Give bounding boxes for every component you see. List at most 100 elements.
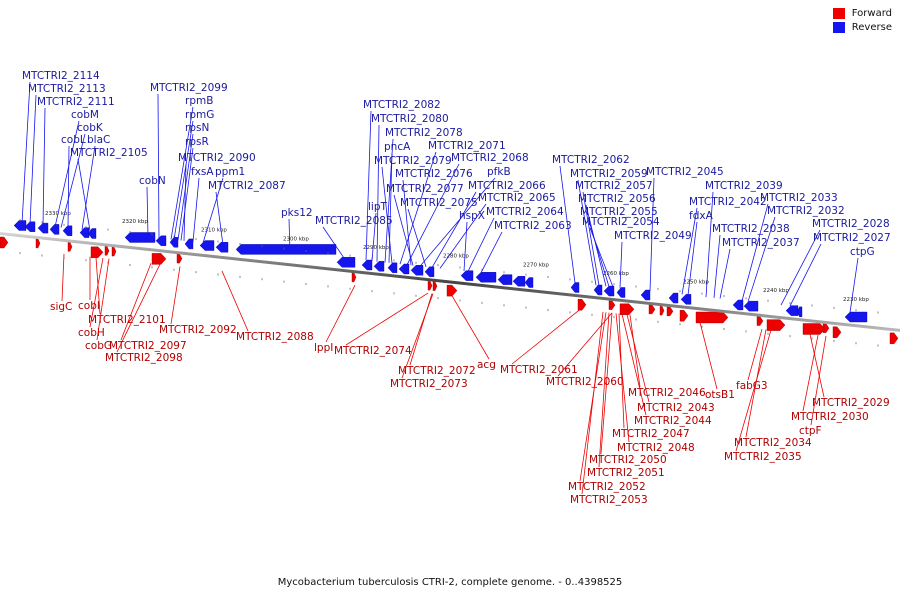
legend-forward: Forward bbox=[832, 8, 892, 19]
forward-gene-label: ctpF bbox=[799, 425, 822, 437]
forward-gene-arrow bbox=[666, 306, 674, 317]
reverse-gene-arrow bbox=[512, 276, 526, 287]
reverse-gene-leader bbox=[146, 186, 149, 237]
reverse-gene-arrow bbox=[796, 306, 803, 318]
reverse-gene-arrow bbox=[124, 232, 156, 243]
forward-gene-arrow bbox=[695, 311, 729, 324]
forward-gene-leader bbox=[96, 258, 110, 341]
reverse-gene-label: lipT bbox=[368, 201, 387, 213]
forward-gene-label: MTCTRI2_2043 bbox=[637, 402, 715, 414]
reverse-gene-label: MTCTRI2_2062 bbox=[552, 154, 630, 166]
reverse-gene-leader bbox=[741, 203, 769, 302]
forward-gene-leader bbox=[401, 293, 434, 379]
reverse-gene-arrow bbox=[680, 294, 692, 305]
reverse-gene-label: MTCTRI2_2082 bbox=[363, 99, 441, 111]
reverse-gene-leader bbox=[381, 166, 393, 264]
reverse-gene-arrow bbox=[24, 221, 36, 232]
reverse-gene-leader bbox=[192, 177, 200, 242]
reverse-gene-label: MTCTRI2_2087 bbox=[208, 180, 286, 192]
forward-gene-label: cobG bbox=[85, 340, 112, 352]
reverse-swatch bbox=[832, 22, 845, 33]
reverse-gene-leader bbox=[402, 179, 412, 266]
reverse-gene-label: MTCTRI2_2075 bbox=[400, 197, 478, 209]
forward-gene-label: MTCTRI2_2097 bbox=[109, 340, 187, 352]
reverse-gene-label: MTCTRI2_2064 bbox=[486, 206, 564, 218]
scale-tick-label: 2230 kbp bbox=[843, 297, 869, 303]
reverse-gene-leader bbox=[589, 227, 614, 288]
reverse-gene-label: cobK bbox=[77, 122, 104, 134]
reverse-gene-leader bbox=[681, 207, 698, 295]
forward-gene-label: MTCTRI2_2048 bbox=[617, 442, 695, 454]
forward-gene-leader bbox=[600, 312, 613, 455]
reverse-gene-label: MTCTRI2_2057 bbox=[575, 180, 653, 192]
reverse-gene-arrow bbox=[62, 225, 73, 236]
reverse-gene-arrow bbox=[668, 292, 679, 304]
forward-gene-leader bbox=[615, 313, 630, 443]
forward-gene-arrow bbox=[111, 246, 117, 257]
reverse-gene-label: MTCTRI2_2055 bbox=[580, 206, 658, 218]
reverse-gene-label: MTCTRI2_2049 bbox=[614, 230, 692, 242]
forward-gene-label: lppI bbox=[314, 342, 333, 354]
forward-gene-leader bbox=[809, 334, 825, 398]
forward-gene-leader bbox=[747, 328, 763, 381]
forward-gene-label: MTCTRI2_2053 bbox=[570, 494, 648, 506]
reverse-gene-leader bbox=[388, 152, 393, 263]
reverse-gene-label: MTCTRI2_2066 bbox=[468, 180, 546, 192]
forward-gene-leader bbox=[120, 263, 152, 341]
reverse-gene-label: MTCTRI2_2063 bbox=[494, 220, 572, 232]
forward-gene-leader bbox=[116, 264, 161, 353]
reverse-gene-label: MTCTRI2_2105 bbox=[70, 147, 148, 159]
reverse-gene-leader bbox=[463, 221, 468, 271]
legend-reverse-label: Reverse bbox=[851, 22, 892, 33]
forward-gene-arrow bbox=[35, 238, 41, 249]
reverse-gene-leader bbox=[559, 165, 576, 283]
reverse-gene-label: MTCTRI2_2033 bbox=[760, 192, 838, 204]
legend-reverse: Reverse bbox=[832, 22, 892, 33]
scale-tick-label: 2260 kbp bbox=[603, 271, 629, 277]
reverse-gene-label: MTCTRI2_2071 bbox=[428, 140, 506, 152]
reverse-gene-arrow bbox=[593, 284, 603, 296]
forward-gene-label: MTCTRI2_2088 bbox=[236, 331, 314, 343]
reverse-gene-label: MTCTRI2_2113 bbox=[28, 83, 106, 95]
reverse-gene-label: MTCTRI2_2085 bbox=[315, 215, 393, 227]
reverse-gene-leader bbox=[619, 241, 623, 288]
forward-gene-label: MTCTRI2_2029 bbox=[812, 397, 890, 409]
forward-gene-leader bbox=[581, 311, 604, 495]
forward-gene-label: acg bbox=[477, 359, 496, 371]
reverse-gene-arrow bbox=[235, 244, 337, 255]
reverse-gene-label: MTCTRI2_2056 bbox=[578, 193, 656, 205]
forward-gene-leader bbox=[810, 335, 827, 426]
forward-gene-label: MTCTRI2_2034 bbox=[734, 437, 812, 449]
forward-gene-leader bbox=[735, 329, 772, 452]
reverse-gene-leader bbox=[376, 124, 380, 262]
reverse-gene-arrow bbox=[361, 259, 373, 271]
reverse-gene-arrow bbox=[336, 257, 356, 268]
reverse-gene-arrow bbox=[79, 227, 90, 238]
forward-gene-arrow bbox=[832, 326, 842, 338]
reverse-gene-leader bbox=[789, 243, 822, 307]
reverse-gene-label: MTCTRI2_2080 bbox=[371, 113, 449, 125]
forward-gene-arrow bbox=[151, 253, 167, 265]
forward-gene-leader bbox=[511, 309, 581, 365]
reverse-gene-label: MTCTRI2_2077 bbox=[386, 183, 464, 195]
reverse-gene-label: MTCTRI2_2027 bbox=[813, 232, 891, 244]
reverse-gene-arrow bbox=[199, 240, 215, 251]
forward-gene-leader bbox=[325, 285, 356, 343]
reverse-gene-arrow bbox=[475, 272, 497, 283]
reverse-gene-leader bbox=[54, 120, 80, 228]
map-caption: Mycobacterium tuberculosis CTRI-2, compl… bbox=[277, 577, 623, 588]
reverse-gene-label: cobM bbox=[71, 109, 99, 121]
forward-gene-arrow bbox=[679, 310, 689, 322]
scale-tick-label: 2300 kbp bbox=[283, 236, 309, 242]
forward-swatch bbox=[832, 8, 845, 19]
reverse-gene-arrow bbox=[13, 220, 27, 231]
reverse-gene-leader bbox=[705, 191, 714, 298]
reverse-gene-leader bbox=[431, 191, 477, 268]
reverse-gene-arrow bbox=[215, 242, 229, 253]
reverse-gene-leader bbox=[585, 204, 607, 287]
reverse-gene-leader bbox=[183, 163, 187, 241]
reverse-gene-label: ppm1 bbox=[215, 166, 245, 178]
reverse-gene-label: MTCTRI2_2076 bbox=[395, 168, 473, 180]
forward-gene-label: MTCTRI2_2073 bbox=[390, 378, 468, 390]
reverse-gene-label: MTCTRI2_2038 bbox=[712, 223, 790, 235]
